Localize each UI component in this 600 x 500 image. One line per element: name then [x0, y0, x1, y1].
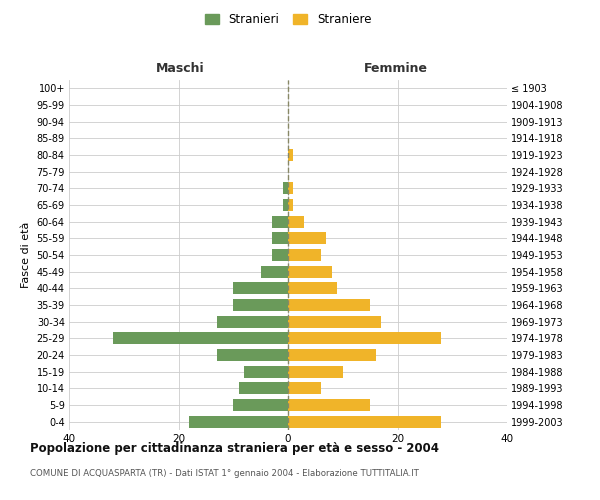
- Bar: [272, 249, 288, 261]
- Y-axis label: Fasce di età: Fasce di età: [21, 222, 31, 288]
- Bar: [272, 216, 288, 228]
- Bar: [283, 182, 288, 194]
- Bar: [288, 316, 381, 328]
- Text: Femmine: Femmine: [364, 62, 428, 76]
- Bar: [288, 299, 370, 311]
- Bar: [288, 282, 337, 294]
- Bar: [233, 399, 288, 411]
- Bar: [239, 382, 288, 394]
- Bar: [190, 416, 288, 428]
- Bar: [233, 282, 288, 294]
- Bar: [288, 266, 332, 278]
- Bar: [113, 332, 288, 344]
- Legend: Stranieri, Straniere: Stranieri, Straniere: [200, 8, 376, 31]
- Text: COMUNE DI ACQUASPARTA (TR) - Dati ISTAT 1° gennaio 2004 - Elaborazione TUTTITALI: COMUNE DI ACQUASPARTA (TR) - Dati ISTAT …: [30, 469, 419, 478]
- Bar: [288, 366, 343, 378]
- Text: Maschi: Maschi: [155, 62, 205, 76]
- Bar: [288, 416, 442, 428]
- Bar: [288, 332, 442, 344]
- Bar: [288, 199, 293, 211]
- Bar: [217, 316, 288, 328]
- Bar: [283, 199, 288, 211]
- Bar: [288, 182, 293, 194]
- Bar: [244, 366, 288, 378]
- Bar: [288, 382, 321, 394]
- Bar: [288, 216, 304, 228]
- Bar: [272, 232, 288, 244]
- Bar: [217, 349, 288, 361]
- Bar: [288, 149, 293, 161]
- Bar: [288, 232, 326, 244]
- Bar: [288, 249, 321, 261]
- Bar: [260, 266, 288, 278]
- Bar: [233, 299, 288, 311]
- Bar: [288, 349, 376, 361]
- Text: Popolazione per cittadinanza straniera per età e sesso - 2004: Popolazione per cittadinanza straniera p…: [30, 442, 439, 455]
- Bar: [288, 399, 370, 411]
